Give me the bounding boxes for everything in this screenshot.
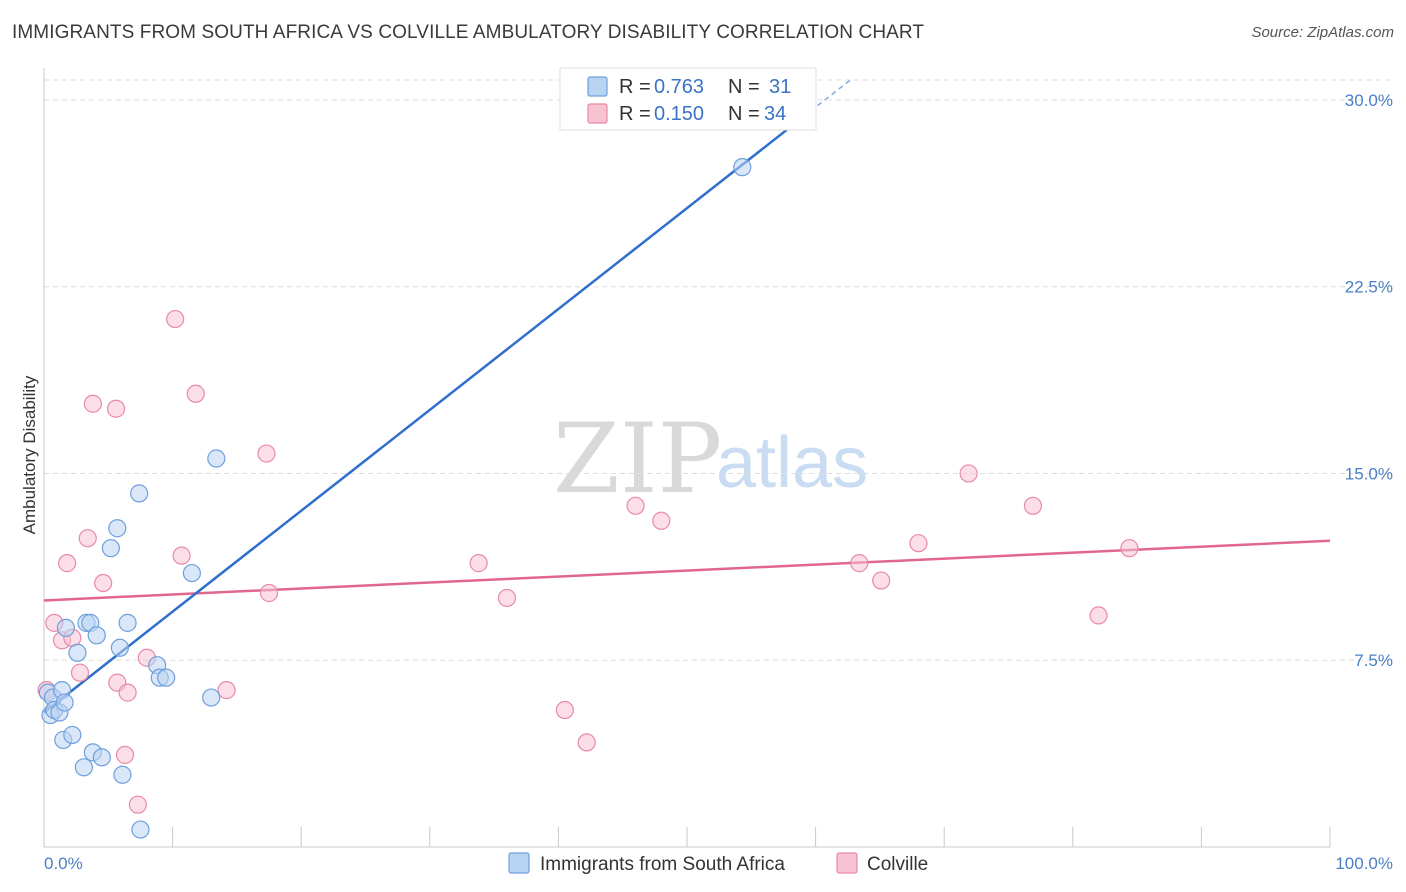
legend: R = 0.763 N = 31 R = 0.150 N = 34 [559,67,817,131]
legend-r-label: R = [619,103,651,125]
point-colville [850,554,869,573]
legend-n-value: 31 [769,76,791,98]
point-south-africa [207,449,226,468]
point-colville [128,795,147,814]
point-colville [1089,606,1108,625]
point-colville [872,571,891,590]
point-south-africa [182,563,201,583]
watermark-zip: ZIP [553,403,722,515]
point-south-africa [113,765,132,784]
trend-lines [43,79,1331,714]
legend-r-label: R = [619,76,651,98]
legend-swatch-blue [587,76,608,97]
point-colville [78,529,97,548]
source-label: Source: ZipAtlas.com [1251,24,1394,41]
point-south-africa [87,626,106,645]
point-south-africa [108,519,127,538]
point-colville [577,733,596,752]
legend-r-value: 0.150 [654,103,704,125]
bottom-legend-swatch-pink [836,852,858,874]
point-colville [115,745,135,764]
y-tick-labels: 7.5% 15.0% 22.5% 30.0% [1345,91,1393,670]
bottom-legend: Immigrants from South Africa Colville [508,852,928,875]
point-south-africa [110,638,129,657]
point-south-africa [55,693,74,712]
point-colville [83,394,102,413]
point-south-africa [202,688,221,707]
point-colville [626,496,645,515]
trend-line-south-africa [43,110,812,714]
point-south-africa [63,725,82,745]
point-south-africa [130,484,149,503]
legend-n-value: 34 [764,103,786,125]
x-tick-label: 0.0% [44,854,83,873]
bottom-legend-label: Colville [867,854,928,875]
point-colville [257,444,276,463]
y-tick-label: 22.5% [1345,278,1393,297]
y-tick-label: 7.5% [1354,651,1393,670]
bottom-legend-label: Immigrants from South Africa [540,854,785,875]
legend-r-value: 0.763 [654,76,704,98]
point-colville [166,309,185,329]
point-colville [172,546,191,565]
grid-lines [44,79,1392,661]
axes [43,68,1331,848]
legend-n-label: N = [728,76,760,98]
point-south-africa [74,758,93,777]
point-colville [555,700,574,720]
data-points [37,158,1139,839]
point-colville [70,663,90,682]
y-tick-label: 30.0% [1345,91,1393,110]
point-south-africa [733,158,752,177]
point-south-africa [101,539,120,558]
point-colville [1023,496,1043,515]
watermark-atlas: atlas [716,423,868,503]
point-colville [58,554,77,573]
point-colville [469,554,488,573]
point-colville [652,511,671,530]
point-colville [497,588,517,608]
legend-swatch-pink [587,103,608,124]
point-south-africa [157,668,176,687]
point-colville [909,534,928,553]
point-colville [186,384,205,403]
point-colville [106,399,126,418]
point-colville [1120,539,1139,558]
x-tick-labels: 0.0% 100.0% [44,854,1393,873]
chart-title: IMMIGRANTS FROM SOUTH AFRICA VS COLVILLE… [12,22,925,43]
point-south-africa [68,643,87,662]
point-colville [118,683,137,702]
x-tick-label: 100.0% [1335,854,1393,873]
point-south-africa [56,618,75,637]
point-colville [94,573,113,593]
point-colville [217,681,236,700]
point-south-africa [118,613,137,632]
legend-n-label: N = [728,103,760,125]
y-axis-label: Ambulatory Disability [20,375,39,534]
point-south-africa [92,748,111,767]
y-tick-label: 15.0% [1345,464,1393,483]
point-colville [959,464,978,483]
trend-line-colville [43,539,1331,602]
bottom-legend-swatch-blue [508,852,530,874]
watermark: ZIP atlas [553,403,868,515]
point-colville [259,583,279,603]
point-south-africa [131,820,150,839]
